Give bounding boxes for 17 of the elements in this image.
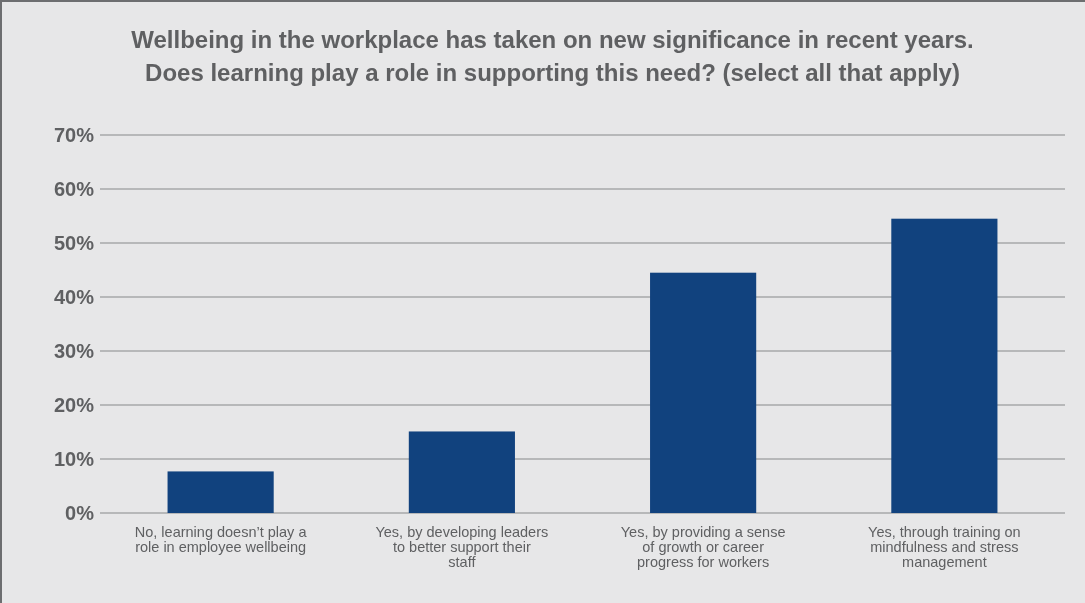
x-tick-label: No, learning doesn’t play a role in employee wellbeing — [134, 524, 308, 555]
x-tick-label: Yes, by developing leaders to better support their staff — [375, 524, 549, 570]
y-tick-label: 60% — [53, 178, 95, 200]
chart-title: Wellbeing in the workplace has taken on new significance in recent years. Does learning play a role in supporting this need? (select all that apply) — [131, 26, 974, 86]
y-tick-label: 10% — [53, 448, 95, 470]
y-tick-label: 70% — [53, 124, 95, 146]
bar — [408, 431, 515, 513]
y-tick-label: 30% — [53, 340, 95, 362]
bar — [167, 471, 274, 513]
bar — [650, 272, 757, 513]
y-tick-label: 40% — [53, 286, 95, 308]
bar — [891, 218, 998, 513]
y-tick-label: 0% — [65, 502, 95, 524]
y-tick-label: 20% — [53, 394, 95, 416]
y-tick-label: 50% — [53, 232, 95, 254]
x-tick-label: Yes, by providing a sense of growth or career progress for workers — [620, 524, 786, 570]
x-tick-label: Yes, through training on mindfulness and stress management — [868, 524, 1021, 570]
